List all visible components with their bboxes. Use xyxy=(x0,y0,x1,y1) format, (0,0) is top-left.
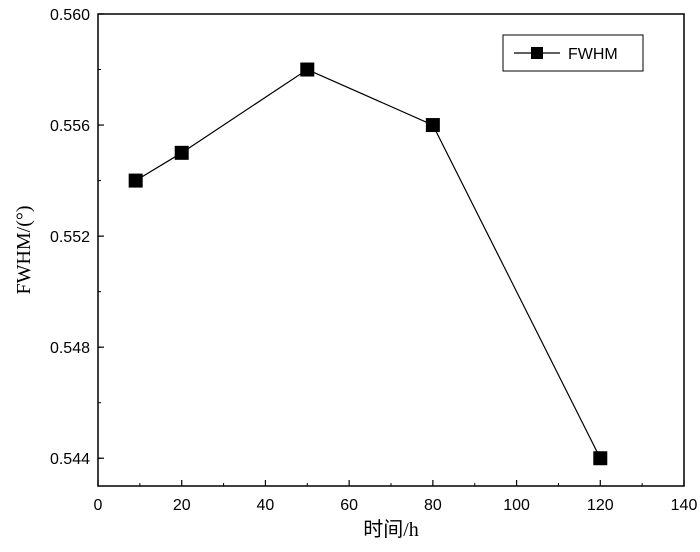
x-tick-label: 60 xyxy=(340,497,358,514)
data-point-marker xyxy=(593,451,608,466)
legend-marker xyxy=(531,47,543,59)
x-axis-ticks: 0 20 40 60 80 100 120 140 xyxy=(94,480,698,514)
plot-frame xyxy=(97,13,685,487)
series-layer xyxy=(128,62,608,466)
x-axis-title: 时间/h xyxy=(363,518,419,541)
y-tick-label: 0.552 xyxy=(50,229,90,246)
x-tick-label: 80 xyxy=(424,497,442,514)
y-tick-label: 0.548 xyxy=(50,340,90,357)
y-tick-label: 0.560 xyxy=(50,7,90,24)
data-point-marker xyxy=(174,145,189,160)
y-tick-label: 0.544 xyxy=(50,451,90,468)
series-line xyxy=(135,68,601,459)
data-point-marker xyxy=(300,62,315,77)
x-tick-label: 0 xyxy=(94,497,103,514)
data-point-marker xyxy=(128,173,143,188)
legend: FWHM xyxy=(502,34,644,72)
x-tick-label: 120 xyxy=(587,497,614,514)
legend-label: FWHM xyxy=(568,46,618,63)
x-tick-label: 20 xyxy=(173,497,191,514)
y-tick-label: 0.556 xyxy=(50,118,90,135)
data-point-marker xyxy=(425,118,440,133)
y-axis-ticks: 0.544 0.548 0.552 0.556 0.560 xyxy=(50,7,104,468)
x-tick-label: 100 xyxy=(503,497,530,514)
x-tick-label: 40 xyxy=(257,497,275,514)
y-axis-title: FWHM/(°) xyxy=(13,205,35,294)
x-tick-label: 140 xyxy=(671,497,698,514)
